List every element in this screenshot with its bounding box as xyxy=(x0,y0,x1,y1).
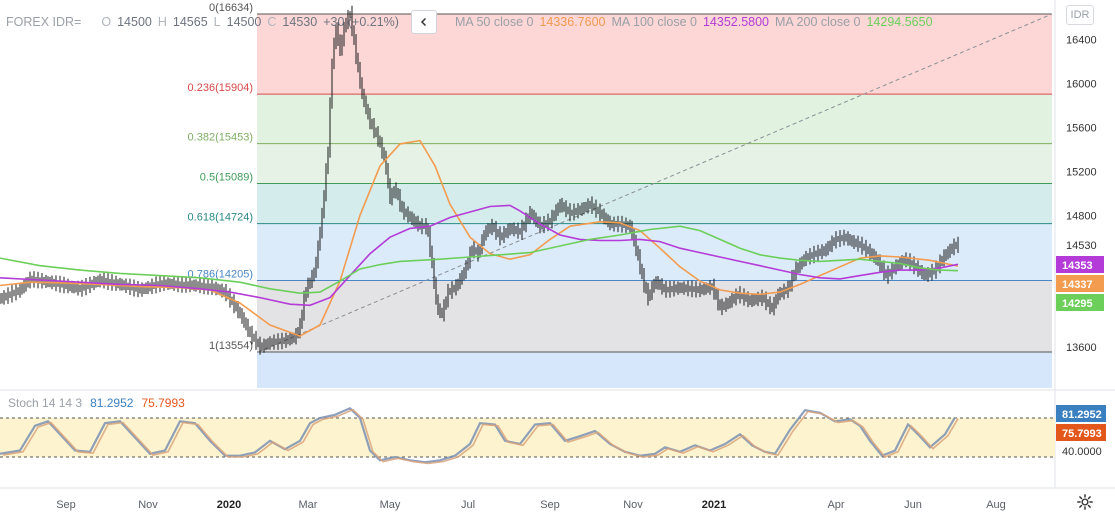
fib-zone xyxy=(257,94,1052,144)
ma50-label: MA 50 close 0 xyxy=(454,15,534,29)
fib-label: 0(16634) xyxy=(209,2,253,14)
time-axis-label: May xyxy=(380,499,401,511)
price-axis-label: 13600 xyxy=(1066,342,1097,354)
price-badge xyxy=(1056,256,1104,273)
fib-label: 1(13554) xyxy=(209,340,253,352)
price-axis-label: 16000 xyxy=(1066,79,1097,91)
gear-icon[interactable] xyxy=(1076,493,1094,511)
fib-zone xyxy=(257,223,1052,281)
fib-label: 0.236(15904) xyxy=(188,82,253,94)
stoch-d-line xyxy=(2,408,959,465)
close-value: 14530 xyxy=(282,15,318,29)
time-axis-label: Apr xyxy=(827,499,844,511)
stoch-k-badge xyxy=(1056,405,1106,422)
ma200-value: 14294.5650 xyxy=(866,15,933,29)
stoch-label: Stoch 14 14 3 xyxy=(8,396,83,410)
fib-label: 0.382(15453) xyxy=(188,132,253,144)
fib-label: 0.618(14724) xyxy=(188,212,253,224)
symbol-label: FOREX IDR= xyxy=(6,15,82,29)
collapse-legend-button[interactable] xyxy=(410,10,437,34)
time-axis-label: Sep xyxy=(56,499,76,511)
series-ma-200 xyxy=(0,225,959,295)
time-axis-label: Mar xyxy=(299,499,318,511)
time-axis-label: Nov xyxy=(623,499,643,511)
high-key: H xyxy=(157,15,167,29)
fib-zone xyxy=(257,143,1052,184)
time-axis-label: Jun xyxy=(904,499,922,511)
price-axis-label: 14800 xyxy=(1066,210,1097,222)
fib-zone xyxy=(257,183,1052,224)
price-axis-label: 15600 xyxy=(1066,122,1097,134)
ma200-label: MA 200 close 0 xyxy=(775,15,861,29)
close-key: C xyxy=(267,15,277,29)
stoch-k-value: 81.2952 xyxy=(90,396,134,410)
time-axis-label: Nov xyxy=(138,499,158,511)
series-ma-50 xyxy=(0,139,959,337)
price-badge xyxy=(1056,275,1104,292)
trend-line xyxy=(257,13,1053,353)
stoch-d-badge-label: 75.7993 xyxy=(1062,428,1102,440)
stoch-d-value: 75.7993 xyxy=(141,396,185,410)
time-axis-label: Sep xyxy=(540,499,560,511)
price-badge-label: 14295 xyxy=(1062,298,1093,310)
low-key: L xyxy=(213,15,221,29)
time-axis-label: Aug xyxy=(986,499,1006,511)
scale-button[interactable]: IDR xyxy=(1066,5,1094,25)
time-axis-label: 2020 xyxy=(217,499,241,511)
stoch-level-label: 40.0000 xyxy=(1062,446,1102,458)
chart-legend: FOREX IDR= O 14500 H 14565 L 14500 C 14530 +… xyxy=(6,10,933,34)
price-badge xyxy=(1056,294,1104,311)
high-value: 14565 xyxy=(172,15,208,29)
open-key: O xyxy=(101,15,112,29)
fib-zone-extension xyxy=(257,352,1052,388)
price-axis-label: 14530 xyxy=(1066,240,1097,252)
stoch-k-badge-label: 81.2952 xyxy=(1062,409,1102,421)
price-badge-label: 14353 xyxy=(1062,260,1093,272)
change-value: +30 (+0.21%) xyxy=(323,15,399,29)
fib-label: 0.5(15089) xyxy=(200,172,253,184)
series-ma-100 xyxy=(0,204,959,307)
ma100-value: 14352.5800 xyxy=(702,15,770,29)
time-axis-label: Jul xyxy=(461,499,475,511)
price-badge-label: 14337 xyxy=(1062,279,1093,291)
ma100-label: MA 100 close 0 xyxy=(611,15,697,29)
time-axis-label: 2021 xyxy=(702,499,726,511)
stoch-d-badge xyxy=(1056,424,1106,441)
stoch-legend: Stoch 14 14 3 81.2952 75.7993 xyxy=(8,396,185,410)
fib-zone xyxy=(257,14,1052,95)
fib-label: 0.786(14205) xyxy=(188,269,253,281)
price-axis-label: 15200 xyxy=(1066,166,1097,178)
price-axis-label: 16400 xyxy=(1066,35,1097,47)
low-value: 14500 xyxy=(226,15,262,29)
chevron-left-icon xyxy=(420,17,426,27)
open-value: 14500 xyxy=(117,15,152,29)
ma50-value: 14336.7600 xyxy=(539,15,606,29)
